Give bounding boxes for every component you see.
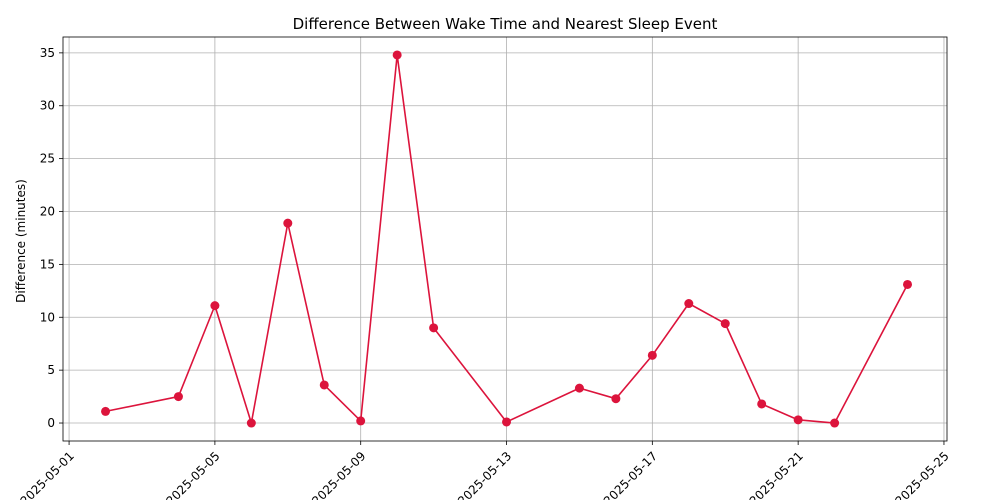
chart-title: Difference Between Wake Time and Nearest… — [293, 15, 718, 33]
data-point — [101, 406, 111, 416]
data-point — [502, 417, 512, 427]
grid-lines — [63, 37, 947, 441]
data-point — [574, 383, 584, 393]
data-point — [647, 350, 657, 360]
data-point — [173, 392, 183, 402]
axes-frame — [62, 36, 948, 442]
data-point — [319, 380, 329, 390]
y-tick-label: 15 — [40, 257, 55, 271]
plot-area — [101, 50, 913, 428]
data-point — [793, 415, 803, 425]
data-point — [210, 301, 220, 311]
data-point — [903, 279, 913, 289]
y-tick-label: 30 — [40, 99, 55, 113]
y-tick-label: 25 — [40, 152, 55, 166]
y-tick-label: 5 — [47, 363, 55, 377]
y-tick-label: 0 — [47, 416, 55, 430]
data-point — [684, 299, 694, 309]
data-point — [283, 218, 293, 228]
data-point — [611, 394, 621, 404]
data-point — [429, 323, 439, 333]
data-point — [392, 50, 402, 60]
data-point — [830, 418, 840, 428]
y-tick-label: 20 — [40, 205, 55, 219]
data-point — [757, 399, 767, 409]
y-tick-label: 10 — [40, 310, 55, 324]
y-tick-label: 35 — [40, 46, 55, 60]
data-point — [246, 418, 256, 428]
y-axis-label: Difference (minutes) — [14, 179, 28, 303]
data-point — [356, 416, 366, 426]
data-point — [720, 319, 730, 329]
